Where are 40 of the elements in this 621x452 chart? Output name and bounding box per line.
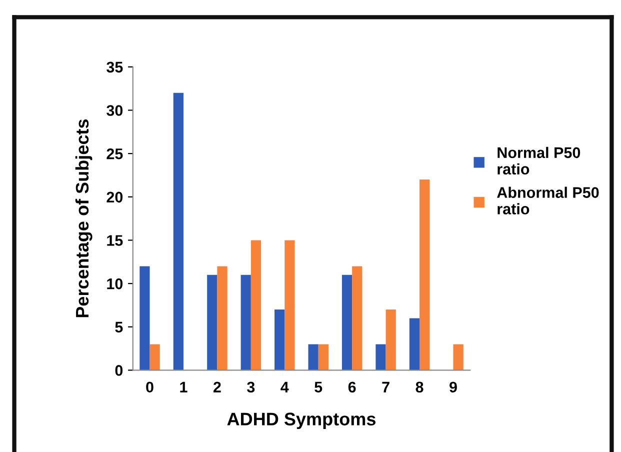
y-tick-label: 0: [115, 365, 123, 376]
bar: [420, 180, 430, 370]
y-tick-label: 25: [106, 148, 123, 160]
y-tick-label: 30: [106, 105, 123, 116]
bar: [217, 266, 228, 370]
x-tick-label: 8: [416, 382, 424, 393]
x-tick-label: 6: [348, 382, 356, 393]
bar: [352, 266, 362, 370]
x-tick-label: 1: [180, 382, 188, 392]
legend-label: Normal P50 ratio: [498, 146, 580, 175]
x-tick-label: 0: [146, 382, 154, 393]
bar: [240, 274, 251, 370]
bar: [453, 344, 464, 370]
x-axis-title: ADHD Symptoms: [227, 412, 376, 430]
bar: [308, 344, 318, 370]
x-tick-label: 5: [314, 382, 322, 393]
x-tick-label: 7: [382, 382, 390, 392]
y-tick-label: 35: [106, 62, 123, 73]
bar: [386, 310, 396, 370]
x-tick-label: 2: [213, 382, 221, 392]
y-axis-title: Percentage of Subjects: [75, 119, 92, 318]
x-tick-label: 3: [247, 382, 255, 393]
y-tick-label: 15: [107, 235, 123, 246]
bar: [140, 266, 150, 370]
x-tick-label: 9: [450, 382, 457, 393]
bar: [342, 274, 352, 370]
bar: [274, 310, 285, 370]
x-tick-label: 4: [280, 382, 289, 392]
bar: [207, 274, 218, 370]
bar: [409, 318, 420, 370]
bar: [284, 240, 295, 370]
y-tick-label: 5: [115, 322, 123, 333]
y-tick-label: 10: [107, 278, 123, 290]
bar: [376, 344, 386, 370]
bar: [173, 92, 184, 370]
bar: [318, 344, 328, 370]
bar: [250, 240, 262, 370]
y-tick-label: 20: [106, 192, 123, 203]
bar: [150, 344, 160, 370]
legend-label: Abnormal P50 ratio: [497, 186, 599, 214]
